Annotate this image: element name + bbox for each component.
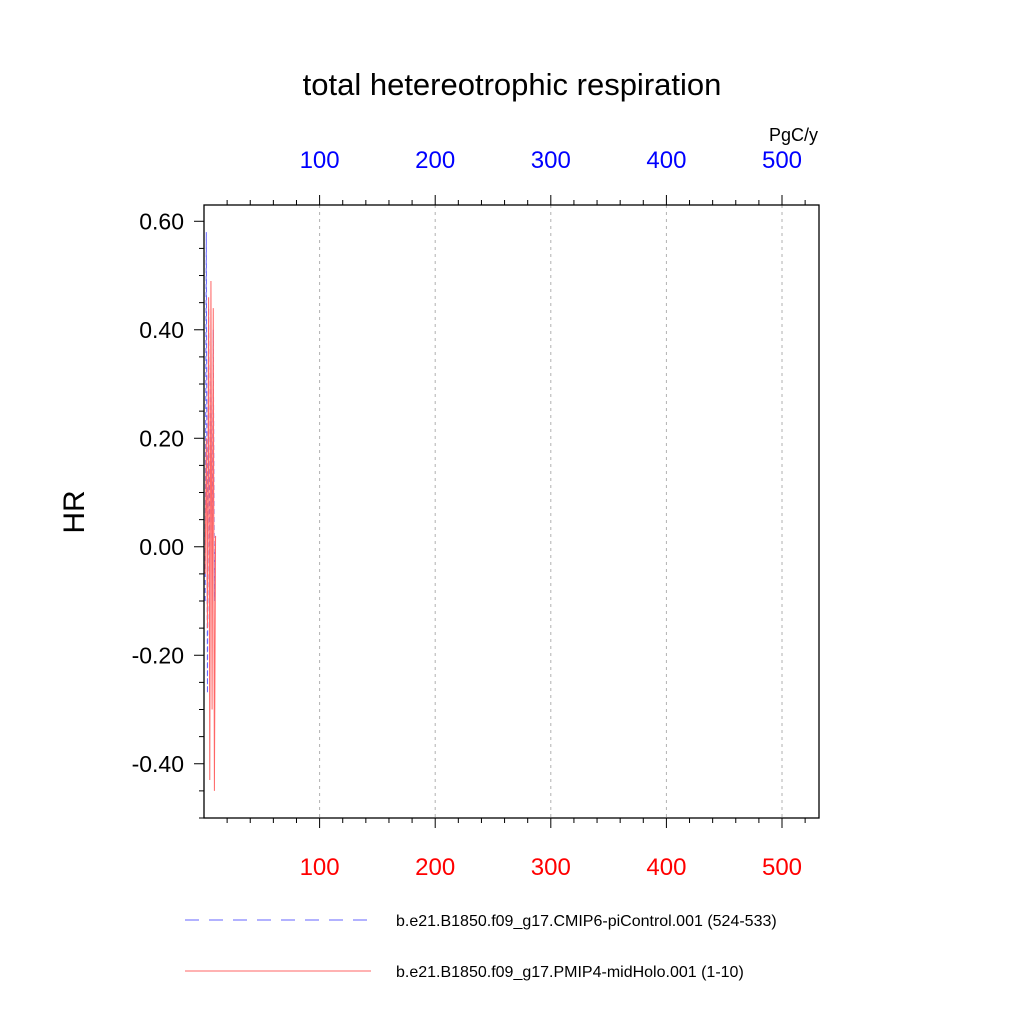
x-bottom-tick-label: 100: [300, 854, 340, 881]
x-top-tick-label: 100: [300, 147, 340, 174]
x-bottom-tick-label: 500: [762, 854, 802, 881]
legend-label: b.e21.B1850.f09_g17.CMIP6-piControl.001 …: [396, 913, 777, 930]
y-tick-label: -0.20: [132, 642, 184, 668]
grid: [319, 205, 783, 818]
series-layer: [204, 232, 217, 791]
x-top-tick-label: 400: [646, 147, 686, 174]
x-top-tick-label: 300: [531, 147, 571, 174]
legend: b.e21.B1850.f09_g17.CMIP6-piControl.001 …: [185, 913, 777, 981]
y-tick-label: -0.40: [132, 751, 184, 777]
x-top-tick-label: 200: [415, 147, 455, 174]
series-line-midholo: [204, 280, 217, 791]
y-tick-label: 0.20: [139, 425, 184, 451]
x-axis-bottom: 100 200 300 400 500: [300, 854, 802, 881]
x-axis-top: 100 200 300 400 500: [300, 147, 802, 174]
x-bottom-tick-label: 300: [531, 854, 571, 881]
plot-frame: [203, 204, 820, 819]
y-axis-label: HR: [58, 490, 91, 533]
minor-ticks: [194, 195, 806, 828]
units-label: PgC/y: [769, 125, 818, 145]
x-bottom-tick-label: 400: [646, 854, 686, 881]
chart-title: total hetereotrophic respiration: [303, 67, 722, 102]
x-top-tick-label: 500: [762, 147, 802, 174]
y-tick-label: 0.40: [139, 317, 184, 343]
legend-label: b.e21.B1850.f09_g17.PMIP4-midHolo.001 (1…: [396, 964, 744, 981]
y-tick-label: 0.00: [139, 534, 184, 560]
x-bottom-tick-label: 200: [415, 854, 455, 881]
y-tick-label: 0.60: [139, 208, 184, 234]
y-axis: 0.60 0.40 0.20 0.00 -0.20 -0.40: [132, 208, 184, 776]
